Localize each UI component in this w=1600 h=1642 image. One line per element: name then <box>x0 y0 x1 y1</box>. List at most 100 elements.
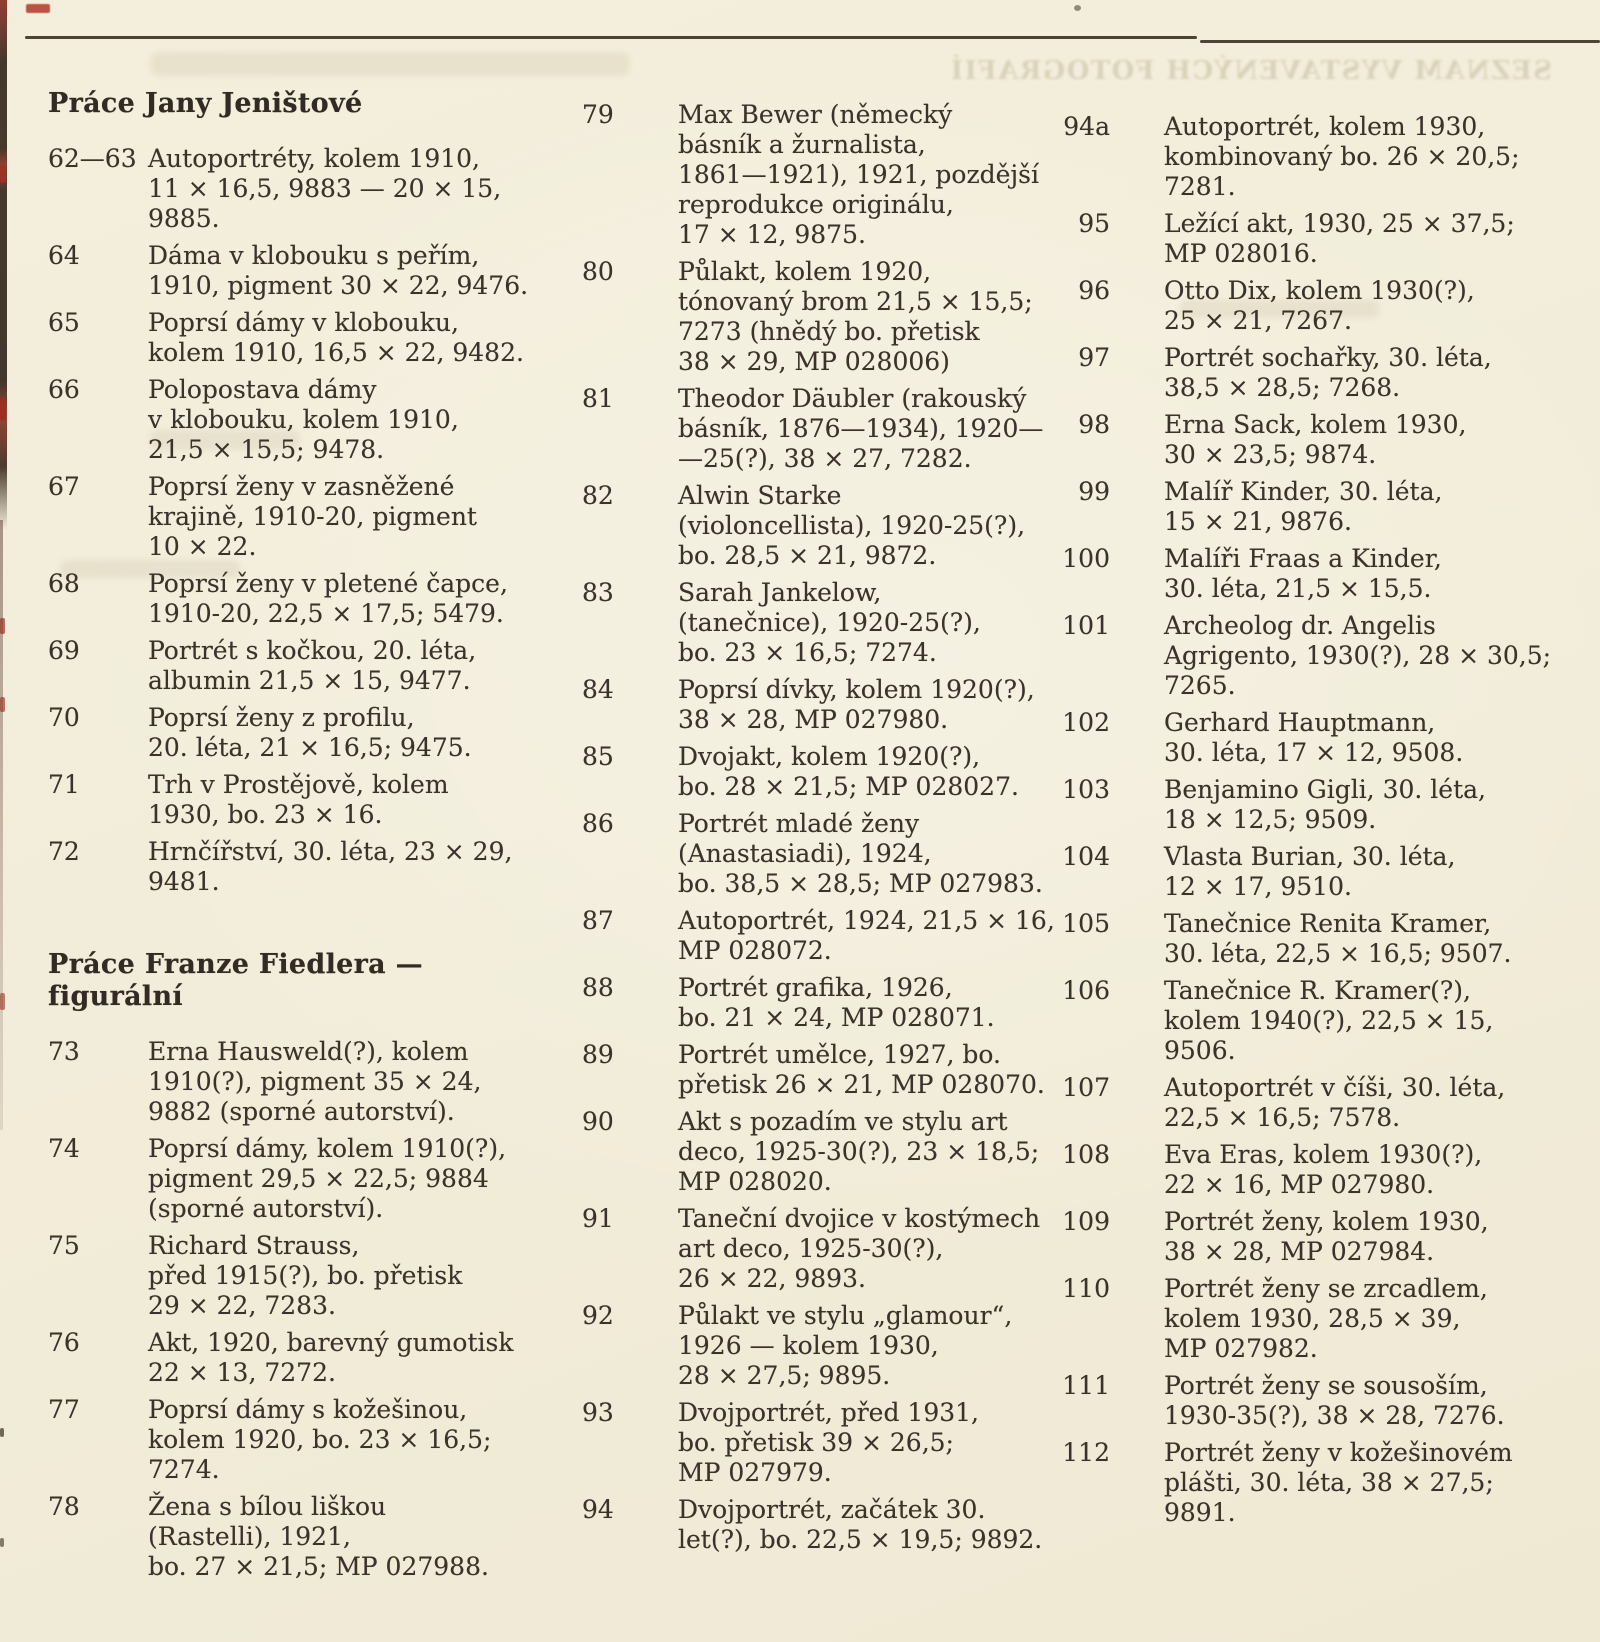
entry-text: Dvojportrét, před 1931, bo. přetisk 39 × … <box>678 1398 979 1488</box>
entry-text-line: kolem 1910, 16,5 × 22, 9482. <box>148 338 524 367</box>
entry-text-line: 22 × 16, MP 027980. <box>1164 1170 1435 1199</box>
catalog-entry: 76 Akt, 1920, barevný gumotisk 22 × 13, 72… <box>48 1328 530 1388</box>
entry-text-line: art deco, 1925-30(?), <box>678 1234 944 1263</box>
entry-text-line: Portrét sochařky, 30. léta, <box>1164 343 1492 372</box>
entry-text: Žena s bílou liškou (Rastelli), 1921, bo. … <box>148 1492 489 1582</box>
entry-text-line: Akt, 1920, barevný gumotisk <box>148 1328 514 1357</box>
entry-text-line: 1910, pigment 30 × 22, 9476. <box>148 271 529 300</box>
top-rule-left-segment <box>25 36 1197 39</box>
entry-text: Ležící akt, 1930, 25 × 37,5; MP 028016. <box>1164 209 1515 269</box>
entry-number: 84 <box>582 675 614 704</box>
entry-number: 80 <box>582 257 614 286</box>
entry-text: Gerhard Hauptmann, 30. léta, 17 × 12, 950… <box>1164 708 1463 768</box>
catalog-entry: 72 Hrnčířství, 30. léta, 23 × 29, 9481. <box>48 837 530 897</box>
catalog-entry: 91 Taneční dvojice v kostýmech art deco, 1… <box>582 1204 1052 1294</box>
section-heading: Práce Jany Jeništové <box>48 88 363 119</box>
entry-number: 79 <box>582 100 614 129</box>
entry-text-line: 1861—1921), 1921, pozdější <box>678 160 1040 189</box>
entry-text: Poprsí dámy s kožešinou, kolem 1920, bo. … <box>148 1395 491 1485</box>
catalog-entry: 81 Theodor Däubler (rakouský básník, 1876—… <box>582 384 1052 474</box>
entry-number: 97 <box>1078 343 1110 372</box>
entry-text-line: plášti, 30. léta, 38 × 27,5; <box>1164 1468 1494 1497</box>
entry-text-line: Autoportrét v číši, 30. léta, <box>1164 1073 1506 1102</box>
entry-text-line: 38,5 × 28,5; 7268. <box>1164 373 1401 402</box>
entry-text-line: Ležící akt, 1930, 25 × 37,5; <box>1164 209 1515 238</box>
entry-text-line: MP 027979. <box>678 1458 832 1487</box>
entry-text-line: Benjamino Gigli, 30. léta, <box>1164 775 1486 804</box>
catalog-entry: 87 Autoportrét, 1924, 21,5 × 16, MP 028072… <box>582 906 1055 966</box>
catalog-entry: 83 Sarah Jankelow, (tanečnice), 1920-25(?)… <box>582 578 1052 668</box>
catalog-entry: 110 Portrét ženy se zrcadlem, kolem 1930, … <box>1052 1274 1576 1364</box>
entry-text-line: 29 × 22, 7283. <box>148 1291 336 1320</box>
entry-text-line: 9891. <box>1164 1498 1236 1527</box>
entry-text: Dáma v klobouku s peřím, 1910, pigment 30… <box>148 241 528 301</box>
bleedthrough-smudge <box>150 52 630 76</box>
entry-number: 99 <box>1078 477 1110 506</box>
entry-text: Autoportrét, kolem 1930, kombinovaný bo. … <box>1164 112 1520 202</box>
entry-number: 87 <box>582 906 614 935</box>
entry-number: 70 <box>48 703 80 732</box>
entry-text-line: MP 027982. <box>1164 1334 1318 1363</box>
entry-text-line: 22,5 × 16,5; 7578. <box>1164 1103 1401 1132</box>
entry-text-line: Erna Sack, kolem 1930, <box>1164 410 1467 439</box>
entry-number: 109 <box>1062 1207 1110 1236</box>
entry-text-line: 7281. <box>1164 172 1236 201</box>
entry-text-line: 1930, bo. 23 × 16. <box>148 800 383 829</box>
entry-text-line: Poprsí dámy, kolem 1910(?), <box>148 1134 507 1163</box>
entry-text-line: Taneční dvojice v kostýmech <box>678 1204 1041 1233</box>
entry-text: Polopostava dámy v klobouku, kolem 1910, 2… <box>148 375 459 465</box>
entry-number: 88 <box>582 973 614 1002</box>
entry-text-line: Hrnčířství, 30. léta, 23 × 29, <box>148 837 513 866</box>
catalog-entry: 100 Malíři Fraas a Kinder, 30. léta, 21,5 … <box>1052 544 1576 604</box>
entry-text-line: reprodukce originálu, <box>678 190 954 219</box>
entry-text-line: 9882 (sporné autorství). <box>148 1097 455 1126</box>
entry-text-line: (Rastelli), 1921, <box>148 1522 351 1551</box>
scan-edge-mark <box>0 398 6 420</box>
entry-text-line: 9481. <box>148 867 220 896</box>
catalog-entry: 97 Portrét sochařky, 30. léta, 38,5 × 28,5… <box>1052 343 1576 403</box>
entry-text-line: MP 028016. <box>1164 239 1318 268</box>
catalog-entry: 66 Polopostava dámy v klobouku, kolem 1910… <box>48 375 530 465</box>
scan-speck <box>0 1428 4 1437</box>
entry-text-line: Otto Dix, kolem 1930(?), <box>1164 276 1475 305</box>
entry-text-line: Portrét ženy, kolem 1930, <box>1164 1207 1489 1236</box>
entry-text-line: 25 × 21, 7267. <box>1164 306 1352 335</box>
entry-number: 95 <box>1078 209 1110 238</box>
entry-text-line: 7273 (hnědý bo. přetisk <box>678 317 980 346</box>
entry-text-line: Portrét ženy se zrcadlem, <box>1164 1274 1488 1303</box>
entry-text-line: 20. léta, 21 × 16,5; 9475. <box>148 733 472 762</box>
entry-text-line: Portrét ženy se sousoším, <box>1164 1371 1488 1400</box>
entry-text-line: tónovaný brom 21,5 × 15,5; <box>678 287 1033 316</box>
scan-edge-mark <box>0 165 6 183</box>
entry-text: Max Bewer (německý básník a žurnalista, 18… <box>678 100 1039 250</box>
entry-number: 68 <box>48 569 80 598</box>
entry-text-line: (violoncellista), 1920-25(?), <box>678 511 1026 540</box>
catalog-entry: 99 Malíř Kinder, 30. léta, 15 × 21, 9876. <box>1052 477 1576 537</box>
entry-number: 108 <box>1062 1140 1110 1169</box>
entry-text: Sarah Jankelow, (tanečnice), 1920-25(?), b… <box>678 578 981 668</box>
entry-text: Akt, 1920, barevný gumotisk 22 × 13, 7272… <box>148 1328 514 1388</box>
entry-text-line: Autoportréty, kolem 1910, <box>148 144 481 173</box>
entry-text: Poprsí ženy z profilu, 20. léta, 21 × 16,… <box>148 703 472 763</box>
entry-text-line: Polopostava dámy <box>148 375 377 404</box>
entry-text-line: před 1915(?), bo. přetisk <box>148 1261 463 1290</box>
entry-text: Poprsí dámy, kolem 1910(?), pigment 29,5 … <box>148 1134 506 1224</box>
entry-number: 69 <box>48 636 80 665</box>
entry-text: Akt s pozadím ve stylu art deco, 1925-30(… <box>678 1107 1039 1197</box>
entry-text: Theodor Däubler (rakouský básník, 1876—19… <box>678 384 1043 474</box>
entry-text-line: Archeolog dr. Angelis <box>1164 611 1436 640</box>
entry-text: Portrét ženy, kolem 1930, 38 × 28, MP 027… <box>1164 1207 1489 1267</box>
bleedthrough-smudge <box>1180 300 1380 318</box>
entry-text: Autoportrét v číši, 30. léta, 22,5 × 16,5… <box>1164 1073 1505 1133</box>
entry-text-line: Poprsí dívky, kolem 1920(?), <box>678 675 1035 704</box>
catalog-entry: 85 Dvojakt, kolem 1920(?), bo. 28 × 21,5; … <box>582 742 1052 802</box>
catalog-entry: 73 Erna Hausweld(?), kolem 1910(?), pigmen… <box>48 1037 530 1127</box>
entry-text: Hrnčířství, 30. léta, 23 × 29, 9481. <box>148 837 512 897</box>
catalog-entry: 71 Trh v Prostějově, kolem 1930, bo. 23 × … <box>48 770 530 830</box>
entry-number: 74 <box>48 1134 80 1163</box>
entry-text-line: kolem 1930, 28,5 × 39, <box>1164 1304 1461 1333</box>
catalog-entry: 75 Richard Strauss, před 1915(?), bo. přet… <box>48 1231 530 1321</box>
entry-text-line: kombinovaný bo. 26 × 20,5; <box>1164 142 1520 171</box>
entry-number: 89 <box>582 1040 614 1069</box>
entry-text-line: 17 × 12, 9875. <box>678 220 866 249</box>
